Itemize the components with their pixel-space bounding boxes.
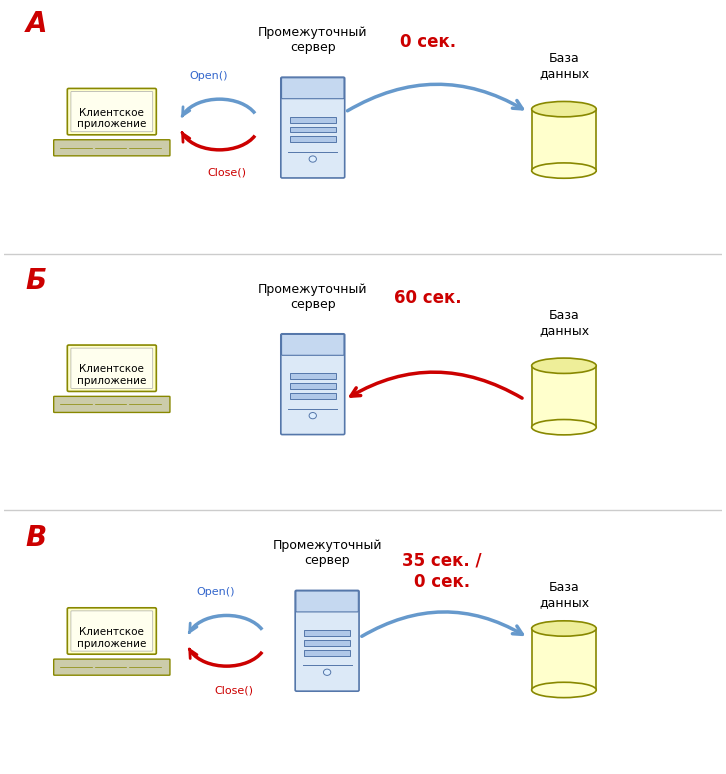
Circle shape: [309, 413, 317, 419]
Text: 35 сек. /
0 сек.: 35 сек. / 0 сек.: [402, 552, 482, 591]
Text: Open(): Open(): [197, 587, 235, 597]
Text: Close(): Close(): [214, 685, 253, 695]
FancyBboxPatch shape: [296, 591, 359, 612]
FancyBboxPatch shape: [68, 88, 156, 135]
FancyBboxPatch shape: [71, 91, 152, 132]
Text: 0 сек.: 0 сек.: [399, 33, 456, 50]
Text: База
данных: База данных: [539, 580, 589, 608]
FancyBboxPatch shape: [68, 608, 156, 654]
FancyBboxPatch shape: [281, 77, 345, 178]
Bar: [531, 628, 596, 690]
Ellipse shape: [531, 358, 596, 373]
Bar: [304, 640, 351, 646]
Ellipse shape: [531, 163, 596, 178]
Text: Open(): Open(): [189, 71, 228, 81]
FancyBboxPatch shape: [54, 396, 170, 413]
Ellipse shape: [531, 420, 596, 435]
Text: 60 сек.: 60 сек.: [393, 289, 462, 307]
Bar: [290, 393, 336, 399]
FancyBboxPatch shape: [295, 591, 359, 691]
Bar: [304, 649, 351, 656]
FancyBboxPatch shape: [68, 345, 156, 392]
FancyBboxPatch shape: [71, 348, 152, 389]
Bar: [304, 630, 351, 636]
FancyBboxPatch shape: [54, 140, 170, 156]
Text: Клиентское
приложение: Клиентское приложение: [77, 365, 147, 385]
FancyBboxPatch shape: [282, 78, 344, 99]
Text: База
данных: База данных: [539, 309, 589, 337]
Circle shape: [324, 670, 331, 676]
Text: Клиентское
приложение: Клиентское приложение: [77, 108, 147, 129]
FancyBboxPatch shape: [281, 334, 345, 434]
Bar: [290, 373, 336, 379]
Bar: [290, 127, 336, 132]
Text: Close(): Close(): [207, 167, 246, 177]
Text: База
данных: База данных: [539, 52, 589, 80]
FancyBboxPatch shape: [71, 611, 152, 651]
Circle shape: [309, 156, 317, 163]
Text: В: В: [25, 523, 46, 552]
Text: Клиентское
приложение: Клиентское приложение: [77, 627, 147, 649]
FancyBboxPatch shape: [282, 334, 344, 355]
Bar: [290, 117, 336, 122]
Ellipse shape: [531, 621, 596, 636]
Ellipse shape: [531, 682, 596, 697]
Text: Промежуточный
сервер: Промежуточный сервер: [272, 539, 382, 567]
Bar: [290, 136, 336, 142]
FancyBboxPatch shape: [54, 659, 170, 675]
Ellipse shape: [531, 101, 596, 117]
Text: А: А: [25, 10, 47, 39]
Text: Б: Б: [25, 267, 46, 295]
Bar: [531, 109, 596, 170]
Bar: [531, 366, 596, 427]
Text: Промежуточный
сервер: Промежуточный сервер: [258, 283, 367, 311]
Bar: [290, 383, 336, 389]
Text: Промежуточный
сервер: Промежуточный сервер: [258, 26, 367, 54]
